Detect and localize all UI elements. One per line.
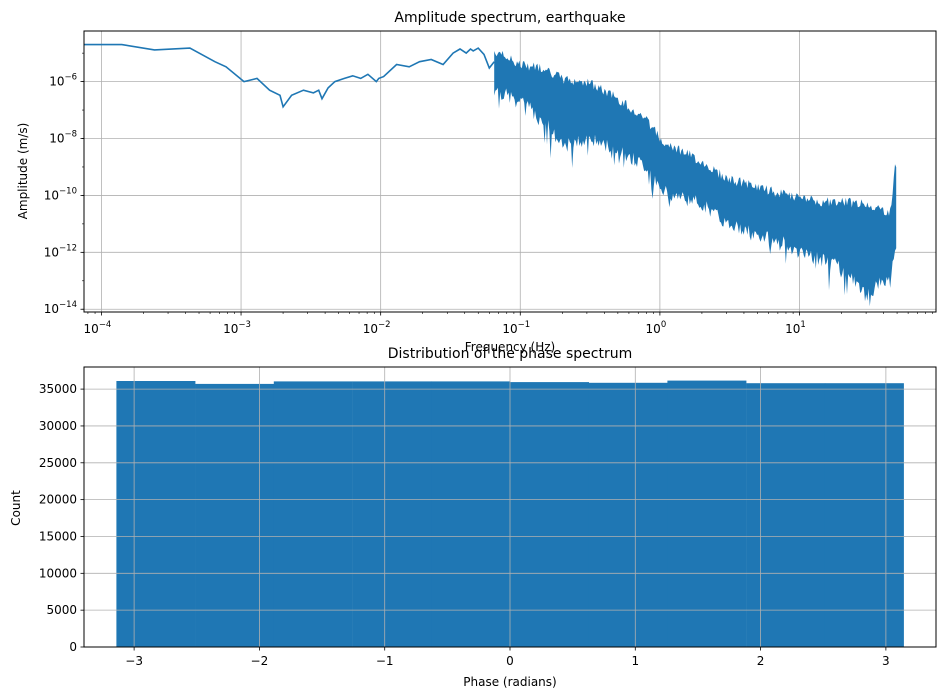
x-tick-label: 10−3 xyxy=(223,320,251,336)
x-tick-label: 100 xyxy=(646,320,667,336)
histogram-bar xyxy=(667,380,747,647)
x-tick-label: −1 xyxy=(376,654,394,668)
y-tick-label: 30000 xyxy=(39,419,77,433)
x-tick-label: 3 xyxy=(882,654,890,668)
histogram-bar xyxy=(746,383,826,647)
x-tick-label: 1 xyxy=(631,654,639,668)
histogram-bar xyxy=(588,382,668,647)
y-tick-label: 15000 xyxy=(39,529,77,543)
y-tick-label: 10−14 xyxy=(44,300,77,316)
x-tick-label: 10−1 xyxy=(502,320,530,336)
phase-x-axis-label: Phase (radians) xyxy=(463,675,556,689)
x-tick-label: 0 xyxy=(506,654,514,668)
histogram-bar xyxy=(824,383,904,647)
histogram-bar xyxy=(273,381,353,647)
histogram-bar xyxy=(116,381,196,647)
y-tick-label: 35000 xyxy=(39,382,77,396)
x-tick-label: 10−2 xyxy=(363,320,391,336)
y-tick-label: 10−12 xyxy=(44,243,77,259)
histogram-bar xyxy=(510,382,589,647)
y-tick-label: 10−8 xyxy=(49,130,77,146)
amplitude-plot-frame xyxy=(83,30,937,313)
phase-plot-frame xyxy=(83,366,937,648)
y-tick-label: 10−10 xyxy=(44,186,77,202)
amplitude-series-line xyxy=(84,43,495,109)
amplitude-ticks: 10−4 10−3 10−2 10−1 100 101 10−6 10−8 10−10 10−12… xyxy=(44,73,806,336)
x-tick-label: 10−4 xyxy=(84,320,112,336)
y-tick-label: 20000 xyxy=(39,493,77,507)
y-tick-label: 10000 xyxy=(39,566,77,580)
x-tick-label: −2 xyxy=(251,654,269,668)
y-tick-label: 25000 xyxy=(39,456,77,470)
x-tick-label: 2 xyxy=(757,654,765,668)
phase-y-axis-label: Count xyxy=(9,490,23,526)
amplitude-chart: 10−4 10−3 10−2 10−1 100 101 10−6 10−8 10−10 10−12… xyxy=(16,10,937,354)
x-tick-label: −3 xyxy=(125,654,143,668)
amplitude-x-axis-label: Frequency (Hz) xyxy=(465,340,556,354)
amplitude-chart-title: Amplitude spectrum, earthquake xyxy=(394,10,625,26)
phase-chart: −3 −2 −1 0 1 2 3 0 5000 10000 15000 20000 25000 30000… xyxy=(9,346,937,689)
histogram-bar xyxy=(195,383,275,647)
y-tick-label: 0 xyxy=(69,640,77,654)
amplitude-dense-band xyxy=(494,50,897,307)
histogram-bar xyxy=(352,381,432,647)
y-tick-label: 10−6 xyxy=(49,73,77,89)
phase-chart-title: Distribution of the phase spectrum xyxy=(388,346,632,362)
amplitude-y-axis-label: Amplitude (m/s) xyxy=(16,123,30,220)
y-tick-label: 5000 xyxy=(46,603,77,617)
phase-ticks: −3 −2 −1 0 1 2 3 0 5000 10000 15000 20000 25000 30000… xyxy=(39,382,890,668)
histogram-bar xyxy=(431,381,511,647)
x-tick-label: 101 xyxy=(785,320,806,336)
